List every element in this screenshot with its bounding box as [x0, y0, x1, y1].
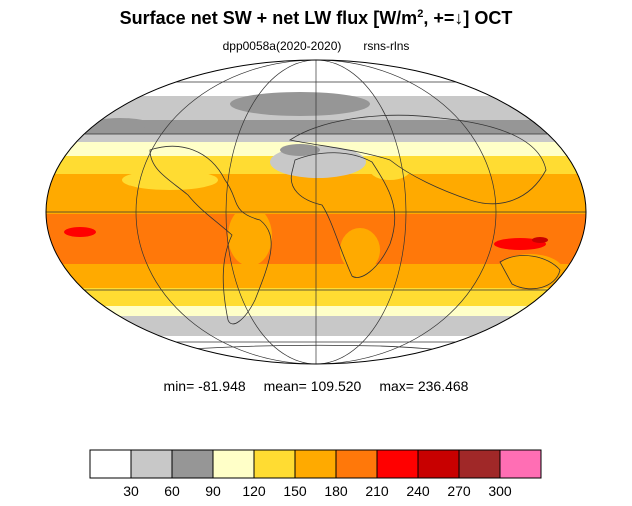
africa-coastline — [290, 152, 396, 278]
australia-coastline — [499, 255, 561, 290]
colorbar-tick-label: 240 — [406, 483, 430, 499]
colorbar-swatch — [171, 449, 214, 479]
australia-patch — [496, 254, 564, 290]
globe-outline — [45, 59, 587, 365]
southern-africa-patch — [340, 228, 380, 272]
experiment-label: dpp0058a(2020-2020) — [222, 39, 342, 53]
colorbar-swatch — [376, 449, 419, 479]
colorbar-tick-label: 300 — [488, 483, 512, 499]
max-value: max= 236.468 — [379, 378, 469, 394]
title-suffix: , +=↓] OCT — [423, 8, 513, 28]
title-superscript: 2 — [417, 8, 424, 20]
graticule-meridian — [225, 60, 407, 364]
subtitle: dpp0058a(2020-2020) rsns-rlns — [0, 39, 632, 53]
colorbar-swatch — [212, 449, 255, 479]
colorbar-tick-label: 120 — [242, 483, 266, 499]
mean-value: mean= 109.520 — [263, 378, 362, 394]
colorbar-tick-label: 180 — [324, 483, 348, 499]
colorbar-tick-label: 150 — [283, 483, 307, 499]
figure-title: Surface net SW + net LW flux [W/m2, +=↓]… — [0, 8, 632, 29]
flux-field — [46, 60, 586, 364]
colorbar-tick-label: 210 — [365, 483, 389, 499]
colorbar-swatch — [89, 449, 132, 479]
colorbar-tick-label: 270 — [447, 483, 471, 499]
sahara-dark-patch — [280, 144, 320, 156]
east-pacific-red-patch — [64, 227, 96, 237]
maritime-dark-red-patch — [532, 237, 548, 243]
title-text: Surface net SW + net LW flux [W/m — [119, 8, 418, 28]
north-america-patch — [122, 170, 218, 190]
colorbar-tick-label: 30 — [123, 483, 139, 499]
colorbar-swatch — [130, 449, 173, 479]
colorbar-swatch — [499, 449, 542, 479]
variable-label: rsns-rlns — [363, 39, 410, 53]
colorbar-swatch — [458, 449, 501, 479]
colorbar-tick-label: 60 — [164, 483, 180, 499]
colorbar-swatch — [335, 449, 378, 479]
graticule-meridian — [135, 60, 497, 364]
north-pacific-dark-patch — [90, 118, 150, 130]
eurasia-coastline — [288, 114, 547, 204]
americas-coastline — [149, 145, 272, 325]
europe-dark-patch — [230, 92, 370, 116]
summary-stats: min= -81.948 mean= 109.520 max= 236.468 — [0, 378, 632, 394]
colorbar-tick-label: 90 — [205, 483, 221, 499]
colorbar-swatch — [253, 449, 296, 479]
colorbar-swatch — [294, 449, 337, 479]
min-value: min= -81.948 — [163, 378, 246, 394]
colorbar-swatch — [417, 449, 460, 479]
